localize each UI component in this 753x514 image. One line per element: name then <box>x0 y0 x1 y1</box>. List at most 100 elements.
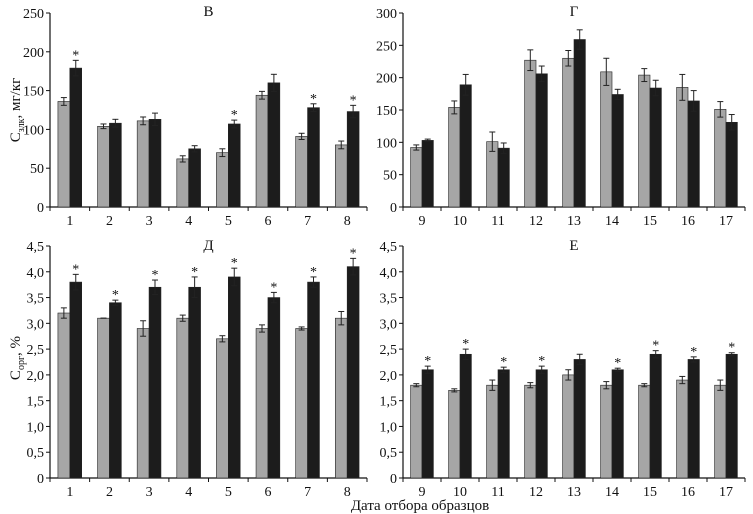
y-tick-label: 3,0 <box>380 317 398 332</box>
bar-black <box>148 119 162 208</box>
bar-black <box>346 266 360 479</box>
bar-black <box>459 353 472 479</box>
bar-gray <box>410 147 423 208</box>
significance-star: * <box>538 354 545 369</box>
bar-gray <box>97 317 110 479</box>
y-tick-label: 0,5 <box>27 446 45 461</box>
bar-gray <box>486 384 499 479</box>
bar-gray <box>524 59 537 208</box>
x-tick-label: 15 <box>643 485 657 500</box>
bar-gray <box>216 152 229 208</box>
bar-black <box>188 148 201 208</box>
significance-star: * <box>462 337 469 352</box>
y-tick-label: 1,5 <box>380 395 398 410</box>
x-tick-label: 9 <box>419 214 426 229</box>
significance-star: * <box>72 48 79 63</box>
x-tick-label: 10 <box>453 485 467 500</box>
bar-black <box>535 73 548 208</box>
x-tick-label: 16 <box>681 485 695 500</box>
significance-star: * <box>652 339 659 354</box>
bar-black <box>109 122 122 208</box>
bar-black <box>421 140 434 208</box>
y-tick-label: 0 <box>390 201 397 216</box>
bar-black <box>611 94 624 208</box>
svg-text:Cорг, %: Cорг, % <box>8 336 27 380</box>
y-tick-label: 200 <box>376 72 397 87</box>
bar-black <box>188 286 201 479</box>
significance-star: * <box>500 355 507 370</box>
bar-gray <box>524 384 537 479</box>
bar-gray <box>562 57 575 208</box>
y-tick-label: 150 <box>376 104 397 119</box>
bar-gray <box>295 328 308 479</box>
x-tick-label: 3 <box>146 214 153 229</box>
panel-title: Д <box>203 238 213 254</box>
x-tick-label: 2 <box>106 485 113 500</box>
bar-gray <box>176 158 189 208</box>
bar-black <box>497 147 510 208</box>
x-tick-label: 17 <box>719 214 733 229</box>
y-label-top-unit: , мг/кг <box>8 78 24 119</box>
x-tick-label: 17 <box>719 485 733 500</box>
svg-text:Cзлк, мг/кг: Cзлк, мг/кг <box>8 78 27 143</box>
bar-black <box>725 353 738 479</box>
bar-gray <box>714 109 727 208</box>
y-label-bottom-sub: орг <box>16 356 27 370</box>
panel-2: Г 0 50 100 150 200 250 300 9 10 11 12 13 14 15 16 17 <box>376 4 746 229</box>
x-tick-label: 4 <box>185 214 192 229</box>
bar-gray <box>57 312 71 479</box>
bar-gray <box>448 107 461 208</box>
y-tick-label: 100 <box>23 123 44 138</box>
significance-star: * <box>152 268 159 283</box>
x-tick-label: 3 <box>146 485 153 500</box>
y-label-top-main: C <box>8 132 24 142</box>
x-tick-label: 5 <box>225 485 232 500</box>
significance-star: * <box>728 341 735 356</box>
y-tick-label: 300 <box>376 7 397 22</box>
x-tick-label: 1 <box>66 214 73 229</box>
bar-black <box>649 353 662 479</box>
bar-black <box>109 302 122 479</box>
significance-star: * <box>310 92 317 107</box>
bar-black <box>421 369 434 479</box>
x-tick-label: 14 <box>605 485 619 500</box>
y-tick-label: 0 <box>37 472 44 487</box>
bar-gray <box>714 384 727 479</box>
x-tick-label: 15 <box>643 214 657 229</box>
y-tick-label: 1,0 <box>27 420 45 435</box>
significance-star: * <box>350 93 357 108</box>
bar-black <box>649 87 662 208</box>
x-tick-label: 11 <box>491 485 504 500</box>
x-tick-label: 2 <box>106 214 113 229</box>
bar-black <box>267 297 281 479</box>
bar-gray <box>57 101 71 208</box>
x-tick-label: 12 <box>529 214 543 229</box>
y-tick-label: 100 <box>376 136 397 151</box>
y-tick-label: 2,0 <box>380 369 398 384</box>
significance-star: * <box>191 265 198 280</box>
bar-black <box>687 100 700 208</box>
bar-gray <box>136 328 150 479</box>
bar-gray <box>676 87 689 208</box>
y-tick-label: 3,5 <box>27 292 45 307</box>
x-tick-label: 8 <box>344 214 351 229</box>
x-tick-label: 6 <box>264 485 271 500</box>
y-label-bottom-unit: , % <box>8 336 24 356</box>
bar-black <box>687 359 700 479</box>
x-tick-label: 1 <box>66 485 73 500</box>
significance-star: * <box>690 345 697 360</box>
significance-star: * <box>270 280 277 295</box>
x-tick-label: 10 <box>453 214 467 229</box>
y-axis-label-bottom: Cорг, % <box>8 336 27 380</box>
significance-star: * <box>350 246 357 261</box>
y-tick-label: 50 <box>30 162 44 177</box>
x-tick-label: 7 <box>304 214 311 229</box>
y-tick-label: 1,5 <box>27 395 45 410</box>
y-tick-label: 1,0 <box>380 420 398 435</box>
bar-black <box>573 39 586 208</box>
x-axis-label: Дата отбора образцов <box>351 498 489 514</box>
x-tick-label: 14 <box>605 214 619 229</box>
bar-gray <box>676 379 689 479</box>
x-tick-label: 9 <box>419 485 426 500</box>
